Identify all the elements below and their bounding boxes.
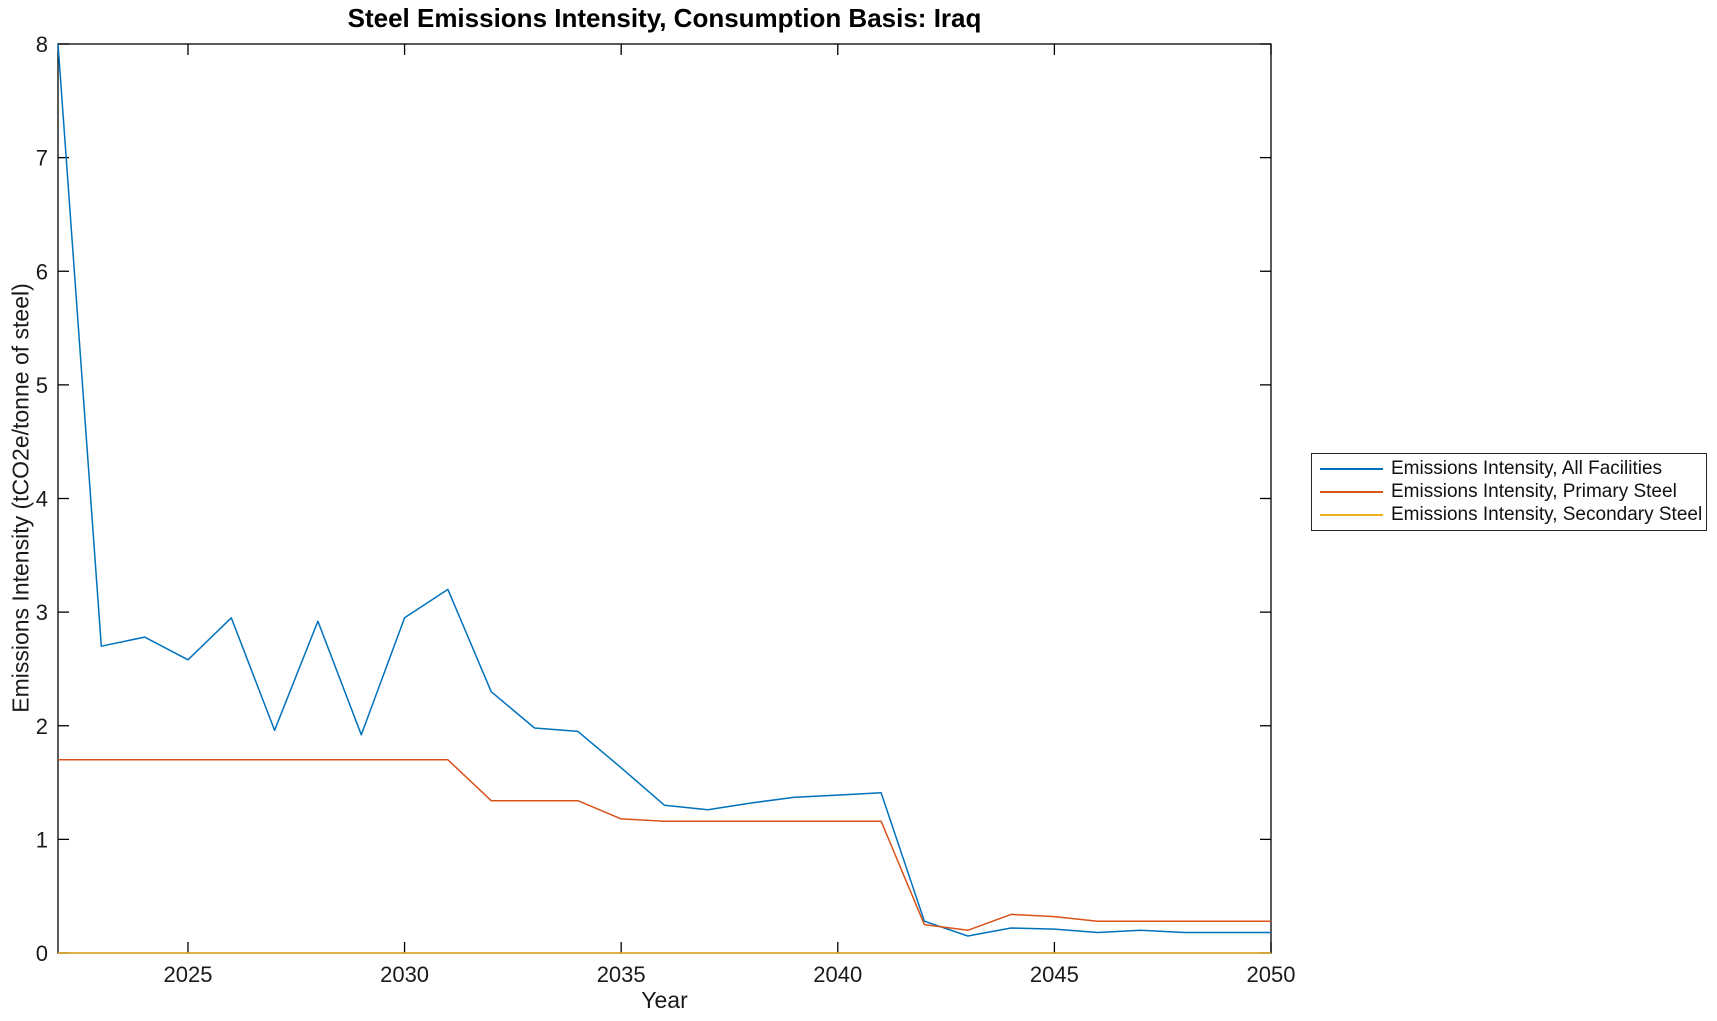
x-tick-label: 2050 [1247, 962, 1296, 987]
legend: Emissions Intensity, All Facilities Emiss… [1311, 453, 1707, 531]
x-tick-label: 2035 [597, 962, 646, 987]
x-tick-label: 2025 [163, 962, 212, 987]
y-tick-label: 1 [36, 827, 48, 852]
x-tick-label: 2040 [813, 962, 862, 987]
x-tick-label: 2030 [380, 962, 429, 987]
y-tick-label: 4 [36, 487, 48, 512]
legend-line-sample [1320, 468, 1383, 471]
legend-item: Emissions Intensity, Secondary Steel [1320, 504, 1706, 526]
legend-item: Emissions Intensity, Primary Steel [1320, 481, 1706, 503]
legend-item: Emissions Intensity, All Facilities [1320, 458, 1706, 480]
x-axis-label: Year [641, 987, 688, 1013]
y-tick-label: 6 [36, 259, 48, 284]
y-tick-label: 2 [36, 714, 48, 739]
y-tick-label: 5 [36, 373, 48, 398]
legend-item-label: Emissions Intensity, Primary Steel [1391, 480, 1677, 502]
series-line-0 [57, 43, 1271, 937]
y-tick-label: 7 [36, 146, 48, 171]
plot-area [57, 43, 1272, 954]
y-tick-label: 0 [36, 941, 48, 966]
y-tick-label: 8 [36, 32, 48, 57]
series-line-1 [58, 759, 1271, 932]
legend-line-sample [1320, 490, 1383, 493]
legend-item-label: Emissions Intensity, Secondary Steel [1391, 503, 1703, 525]
chart-title: Steel Emissions Intensity, Consumption B… [347, 3, 982, 33]
x-tick-label: 2045 [1030, 962, 1079, 987]
y-tick-label: 3 [36, 600, 48, 625]
legend-line-sample [1320, 513, 1383, 516]
legend-item-label: Emissions Intensity, All Facilities [1391, 458, 1663, 480]
